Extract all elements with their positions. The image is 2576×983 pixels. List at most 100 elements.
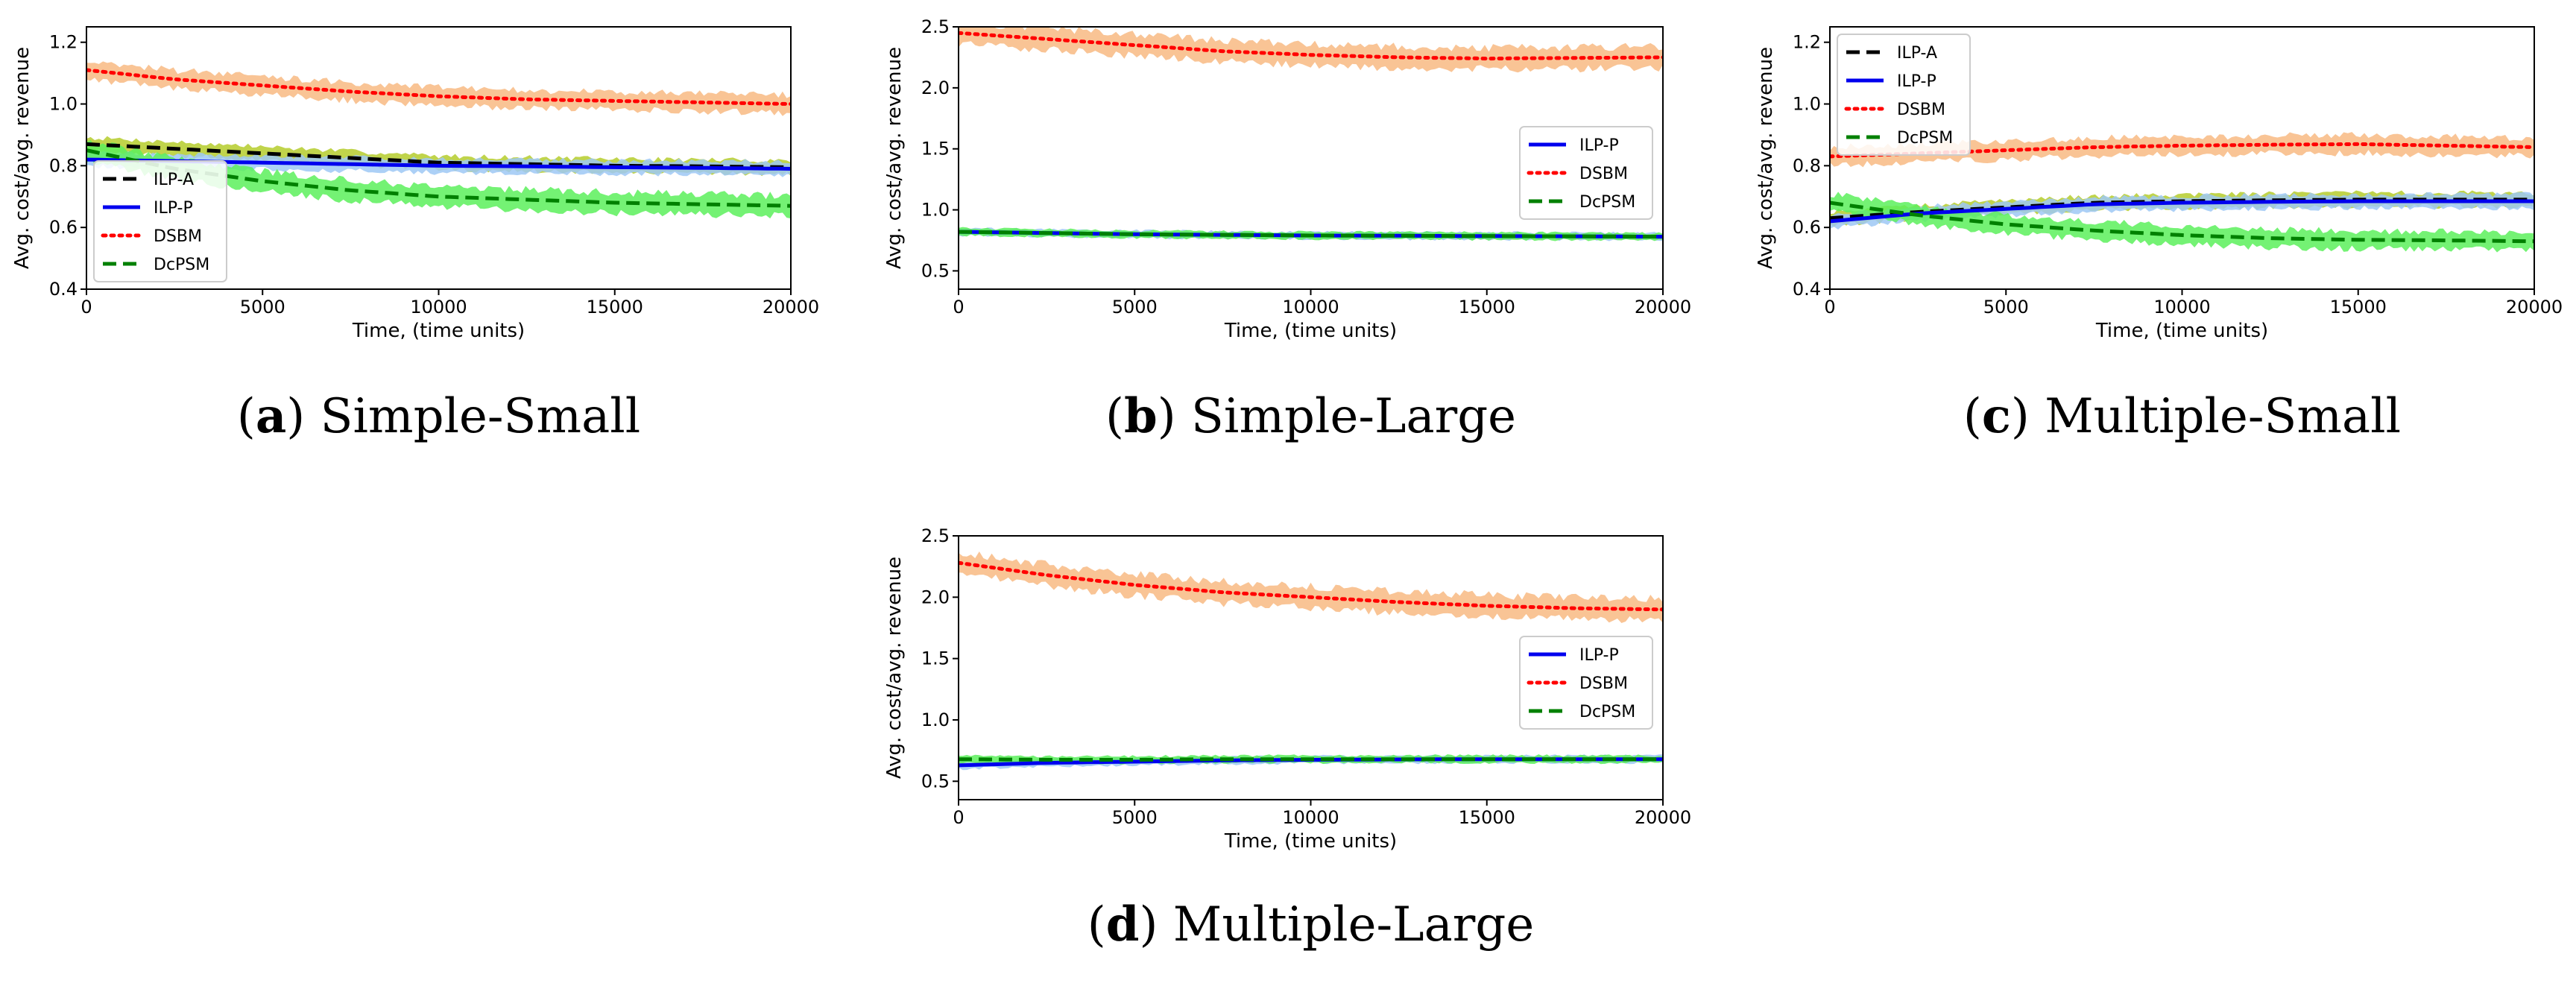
band-dsbm [959, 27, 1663, 73]
legend-label-dcpsm: DcPSM [1897, 129, 1953, 148]
y-tick-label: 0.8 [49, 155, 78, 176]
y-tick-label: 0.6 [49, 217, 78, 238]
x-tick-label: 15000 [1459, 297, 1515, 317]
series-line-dcpsm [86, 148, 791, 208]
x-tick-label: 15000 [1459, 807, 1515, 828]
series-line-dsbm [959, 31, 1663, 61]
y-tick-label: 1.0 [49, 94, 78, 115]
band-dsbm [1830, 132, 2534, 168]
x-tick-label: 0 [953, 297, 964, 317]
x-axis-label: Time, (time units) [2095, 320, 2268, 342]
x-tick-label: 5000 [1112, 297, 1158, 317]
y-axis-label: Avg. cost/avg. revenue [883, 47, 906, 269]
x-tick-label: 20000 [763, 297, 819, 317]
y-tick-label: 0.4 [1793, 279, 1821, 300]
caption-letter: b [1124, 388, 1158, 444]
legend-label-dcpsm: DcPSM [1579, 193, 1635, 212]
y-tick-label: 1.5 [921, 139, 950, 159]
x-tick-label: 5000 [1112, 807, 1158, 828]
caption-close-paren: ) [1139, 897, 1172, 952]
x-tick-label: 10000 [410, 297, 467, 317]
caption-letter: d [1106, 897, 1140, 952]
legend-label-dcpsm: DcPSM [154, 256, 209, 274]
legend-label-dsbm: DSBM [154, 227, 202, 246]
x-tick-label: 15000 [587, 297, 643, 317]
chart-panel-a: 0 5000 10000 15000 20000 0.4 0.6 0.8 1.0 1.2 Time,… [11, 26, 819, 444]
legend: ILP-P DSBM DcPSM [1519, 126, 1653, 220]
caption-text: Simple-Large [1191, 389, 1516, 444]
x-tick-label: 10000 [1282, 807, 1339, 828]
y-tick-label: 1.2 [49, 32, 78, 53]
chart-panel-b: 0 5000 10000 15000 20000 0.5 1.0 1.5 2.0 2.5 Time,… [883, 16, 1691, 444]
y-tick-label: 2.0 [921, 78, 950, 98]
y-tick-label: 1.2 [1793, 32, 1821, 53]
y-tick-label: 1.5 [921, 648, 950, 669]
caption-close-paren: ) [2011, 389, 2045, 444]
caption-text: Multiple-Large [1173, 897, 1534, 952]
legend: ILP-A ILP-P DSBM DcPSM [1837, 34, 1971, 156]
y-tick-label: 0.8 [1793, 155, 1821, 176]
y-tick-label: 1.0 [1793, 94, 1821, 115]
series-line-dcpsm [959, 757, 1663, 762]
plot-area [86, 61, 791, 219]
series-line-ilp-p [1830, 199, 2534, 224]
x-tick-label: 5000 [240, 297, 285, 317]
caption-open-paren: ( [1087, 897, 1106, 952]
legend-label-ilp-p: ILP-P [1579, 646, 1619, 665]
band-dcpsm [86, 140, 791, 219]
series-line-dsbm [86, 68, 791, 106]
caption-text: Multiple-Small [2045, 389, 2401, 444]
x-tick-label: 15000 [2330, 297, 2387, 317]
legend: ILP-A ILP-P DSBM DcPSM [93, 160, 227, 282]
caption-letter: a [256, 388, 286, 444]
y-tick-label: 2.0 [921, 587, 950, 607]
legend-label-dsbm: DSBM [1897, 101, 1945, 119]
x-tick-label: 20000 [1635, 807, 1691, 828]
caption-open-paren: ( [1105, 389, 1124, 444]
y-axis-label: Avg. cost/avg. revenue [1755, 47, 1777, 269]
band-dsbm [959, 551, 1663, 623]
y-tick-label: 2.5 [921, 16, 950, 37]
caption-b: (b) Simple-Large [1105, 388, 1516, 444]
caption-open-paren: ( [1963, 389, 1982, 444]
legend-box [1519, 126, 1653, 220]
plot-area [959, 27, 1663, 241]
legend-box [1837, 34, 1971, 156]
band-dcpsm [1830, 192, 2534, 253]
x-axis-label: Time, (time units) [1224, 830, 1397, 853]
y-tick-label: 0.4 [49, 279, 78, 300]
x-tick-label: 0 [953, 807, 964, 828]
x-tick-label: 0 [80, 297, 92, 317]
band-dsbm [86, 61, 791, 116]
legend-label-dsbm: DSBM [1579, 674, 1628, 693]
legend-label-ilp-p: ILP-P [1579, 136, 1619, 155]
y-tick-label: 0.5 [921, 771, 950, 791]
caption-open-paren: ( [237, 389, 256, 444]
legend-label-dcpsm: DcPSM [1579, 703, 1635, 721]
legend-label-ilp-a: ILP-A [1897, 44, 1937, 63]
caption-a: (a) Simple-Small [237, 388, 640, 444]
x-tick-label: 10000 [2153, 297, 2210, 317]
legend-label-ilp-a: ILP-A [154, 171, 194, 189]
legend-box [1519, 636, 1653, 730]
caption-letter: c [1982, 388, 2011, 444]
x-tick-label: 20000 [2506, 297, 2563, 317]
x-axis-label: Time, (time units) [352, 320, 525, 342]
legend: ILP-P DSBM DcPSM [1519, 636, 1653, 730]
series-line-dsbm [959, 560, 1663, 612]
caption-close-paren: ) [1158, 389, 1191, 444]
caption-c: (c) Multiple-Small [1963, 388, 2401, 444]
legend-label-ilp-p: ILP-P [154, 199, 193, 218]
x-tick-label: 5000 [1983, 297, 2029, 317]
y-tick-label: 1.0 [921, 200, 950, 221]
y-axis-label: Avg. cost/avg. revenue [883, 557, 906, 779]
y-tick-label: 0.6 [1793, 217, 1821, 238]
plot-area [1830, 132, 2534, 253]
x-tick-label: 20000 [1635, 297, 1691, 317]
plot-area [959, 551, 1663, 771]
caption-close-paren: ) [286, 389, 320, 444]
caption-text: Simple-Small [321, 389, 641, 444]
y-tick-label: 0.5 [921, 260, 950, 281]
series-line-dcpsm [1830, 200, 2534, 244]
caption-d: (d) Multiple-Large [1087, 897, 1534, 952]
